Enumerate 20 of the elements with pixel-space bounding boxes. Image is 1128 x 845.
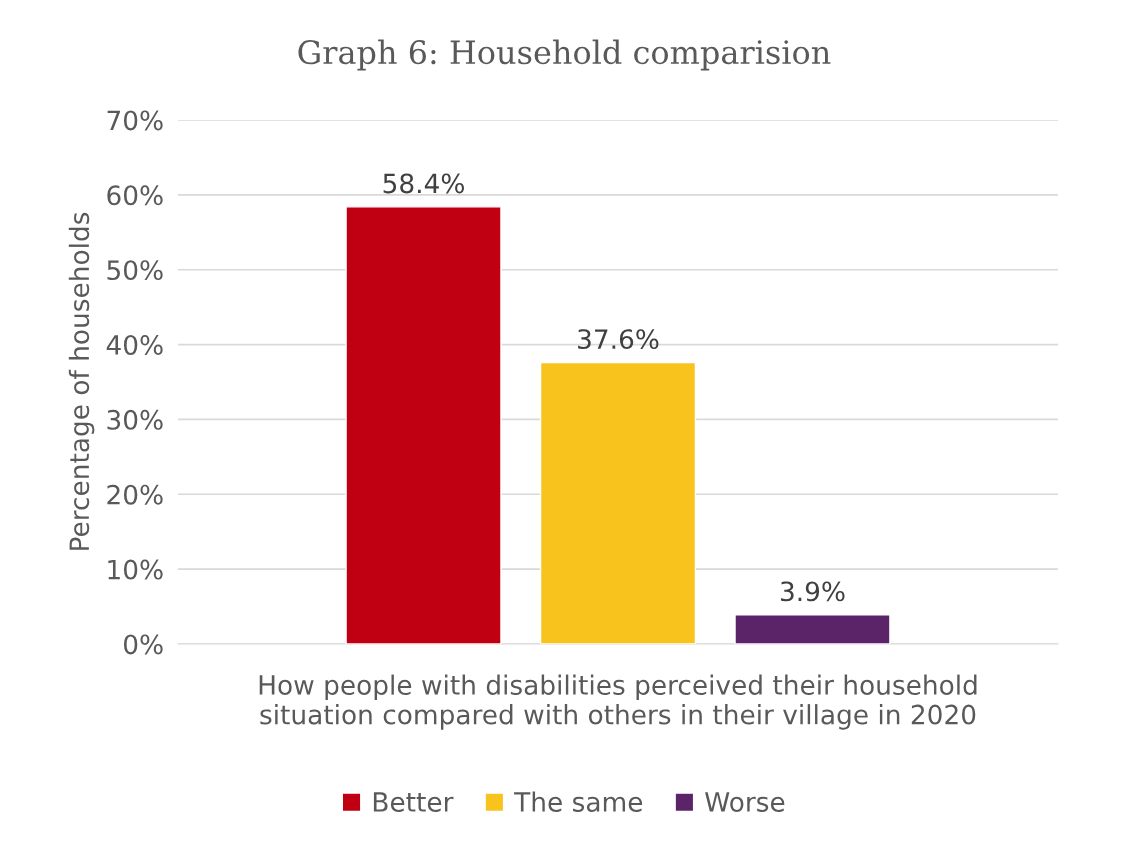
chart-title: Graph 6: Household comparision — [298, 39, 831, 71]
data-label: 37.6% — [578, 329, 659, 350]
bar — [345, 206, 502, 644]
y-tick-label: 60% — [107, 185, 163, 206]
y-tick-label: 10% — [108, 559, 163, 580]
data-label: 58.4% — [383, 173, 464, 194]
legend-label: Better — [373, 792, 454, 812]
y-tick-label: 40% — [106, 335, 163, 355]
y-axis-title: Percentage of households — [68, 212, 95, 550]
data-label: 3.9% — [780, 581, 845, 602]
bar — [734, 614, 891, 644]
legend-label: Worse — [705, 792, 785, 812]
y-tick-label: 0% — [123, 634, 163, 655]
y-tick-label: 20% — [107, 484, 163, 505]
legend-label: The same — [514, 791, 643, 812]
y-tick-label: 50% — [107, 260, 163, 281]
y-tick-label: 30% — [107, 409, 163, 430]
x-tick-label: How people with disabilities perceived their household situation compared with others in their village in 2020 — [259, 674, 977, 730]
y-tick-label: 70% — [107, 110, 163, 131]
bar — [539, 361, 697, 644]
